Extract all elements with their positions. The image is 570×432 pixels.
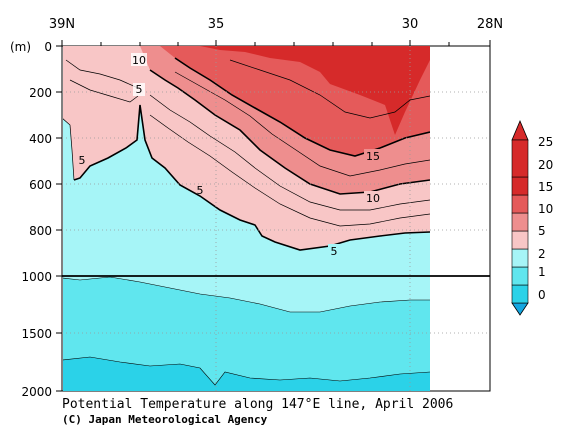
y-tick-label-0: 0	[44, 40, 52, 54]
x-tick-label-39n: 39N	[49, 17, 75, 32]
colorbar-label-10: 10	[538, 202, 553, 216]
colorbar-label-20: 20	[538, 158, 553, 172]
colorbar-segment-2-5	[511, 248, 529, 268]
y-tick-label-600: 600	[29, 178, 52, 192]
colorbar-label-25: 25	[538, 135, 553, 149]
y-tick-label-800: 800	[29, 224, 52, 238]
colorbar-label-5: 5	[538, 224, 546, 238]
y-tick-label-200: 200	[29, 86, 52, 100]
y-tick-label-1500: 1500	[21, 327, 52, 341]
colorbar-label-1: 1	[538, 265, 546, 279]
x-tick-label-35: 35	[208, 17, 225, 32]
chart-title: Potential Temperature along 147°E line, …	[62, 397, 453, 412]
contour-label-10-b: 10	[366, 192, 380, 205]
contour-label-5-a: 5	[136, 83, 143, 96]
contour-labels: 10 5 5 15 10 5 5	[79, 53, 382, 258]
band-20-25	[200, 46, 430, 135]
band-1-2	[63, 277, 430, 391]
colorbar-segment-5-10	[511, 230, 529, 250]
contour-label-5-c: 5	[197, 184, 204, 197]
colorbar-top-cap	[511, 119, 529, 141]
colorbar-label-2: 2	[538, 247, 546, 261]
contour-label-15: 15	[366, 150, 380, 163]
chart-credit: (C) Japan Meteorological Agency	[62, 413, 268, 426]
contour-lines	[63, 57, 430, 386]
y-unit-label: (m)	[10, 40, 31, 54]
y-tick-label-400: 400	[29, 132, 52, 146]
x-tick-label-30: 30	[402, 17, 419, 32]
colorbar-label-15: 15	[538, 180, 553, 194]
gridlines	[62, 46, 490, 391]
colorbar-segment-0-1	[511, 284, 529, 304]
colorbar-segment-top	[511, 139, 529, 178]
colorbar-segment-1-2	[511, 266, 529, 286]
colorbar-bottom-cap	[511, 302, 529, 316]
contour-fills	[63, 46, 430, 391]
y-tick-label-1000: 1000	[21, 270, 52, 284]
top-axis-ticks	[61, 40, 491, 46]
colorbar-label-0: 0	[538, 288, 546, 302]
contour-label-5-b: 5	[79, 154, 86, 167]
colorbar-segment-10-15	[511, 212, 529, 232]
band-0-1	[63, 357, 430, 391]
contour-label-10-a: 10	[132, 54, 146, 67]
colorbar-segment-20-25	[511, 176, 529, 196]
contour-label-5-d: 5	[331, 245, 338, 258]
left-axis-ticks	[56, 45, 62, 392]
colorbar: 0 1 2 5 10 15 20 25	[511, 119, 553, 316]
y-tick-label-2000: 2000	[21, 385, 52, 399]
colorbar-segment-15-20	[511, 194, 529, 214]
x-tick-label-28n: 28N	[477, 17, 503, 32]
